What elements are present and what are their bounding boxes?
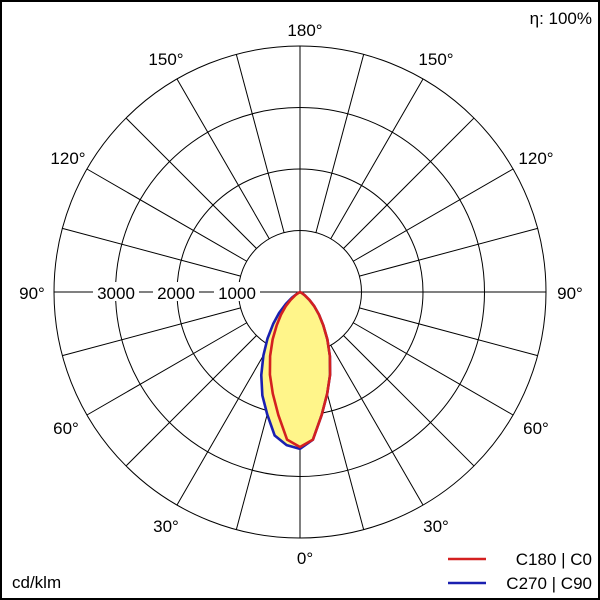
grid-spoke bbox=[353, 168, 514, 262]
efficiency-label: η: 100% bbox=[530, 9, 592, 28]
unit-label: cd/klm bbox=[12, 573, 61, 592]
grid-spoke bbox=[86, 322, 247, 416]
grid-spoke bbox=[176, 345, 270, 506]
radial-tick-label-2000: 2000 bbox=[157, 284, 195, 303]
grid-spoke bbox=[353, 322, 514, 416]
legend: C180 | C0 C270 | C90 bbox=[448, 550, 592, 593]
angle-label-60-left: 60° bbox=[53, 419, 79, 438]
axis-labels: 180° 0° 90° 90° 150° 150° 120° 120° 60° … bbox=[12, 9, 592, 592]
grid-spoke bbox=[86, 168, 247, 262]
angle-label-90-left: 90° bbox=[19, 284, 45, 303]
angle-label-120-right: 120° bbox=[518, 149, 553, 168]
radial-tick-label-3000: 3000 bbox=[97, 284, 135, 303]
grid-spoke bbox=[330, 78, 424, 239]
tick-label-background bbox=[153, 282, 199, 301]
grid-spoke bbox=[330, 345, 424, 506]
angle-label-120-left: 120° bbox=[50, 149, 85, 168]
angle-label-180: 180° bbox=[287, 21, 322, 40]
radial-tick-label-1000: 1000 bbox=[218, 284, 256, 303]
grid-circle bbox=[53, 45, 547, 539]
angle-label-0: 0° bbox=[297, 549, 313, 568]
curve-c180-c0 bbox=[268, 290, 332, 449]
angle-label-90-right: 90° bbox=[557, 284, 583, 303]
legend-label-c180-c0: C180 | C0 bbox=[516, 550, 592, 569]
intensity-fill bbox=[261, 292, 331, 449]
tick-label-background bbox=[214, 282, 260, 301]
angle-label-30-right: 30° bbox=[423, 517, 449, 536]
grid-spoke bbox=[62, 307, 241, 357]
angle-label-150-left: 150° bbox=[148, 50, 183, 69]
angle-label-150-right: 150° bbox=[418, 50, 453, 69]
grid-spoke bbox=[62, 227, 241, 277]
grid-spoke bbox=[343, 117, 475, 249]
angle-label-60-right: 60° bbox=[523, 419, 549, 438]
grid-spoke bbox=[315, 54, 365, 233]
grid-spoke bbox=[359, 307, 538, 357]
intensity-curves bbox=[259, 290, 332, 451]
tick-label-background bbox=[93, 282, 139, 301]
grid-spoke bbox=[125, 117, 257, 249]
grid-spoke bbox=[125, 335, 257, 467]
grid-spoke bbox=[343, 335, 475, 467]
legend-label-c270-c90: C270 | C90 bbox=[506, 574, 592, 593]
grid-spoke bbox=[235, 54, 285, 233]
grid-spoke bbox=[176, 78, 270, 239]
grid-spoke bbox=[359, 227, 538, 277]
angle-label-30-left: 30° bbox=[153, 517, 179, 536]
